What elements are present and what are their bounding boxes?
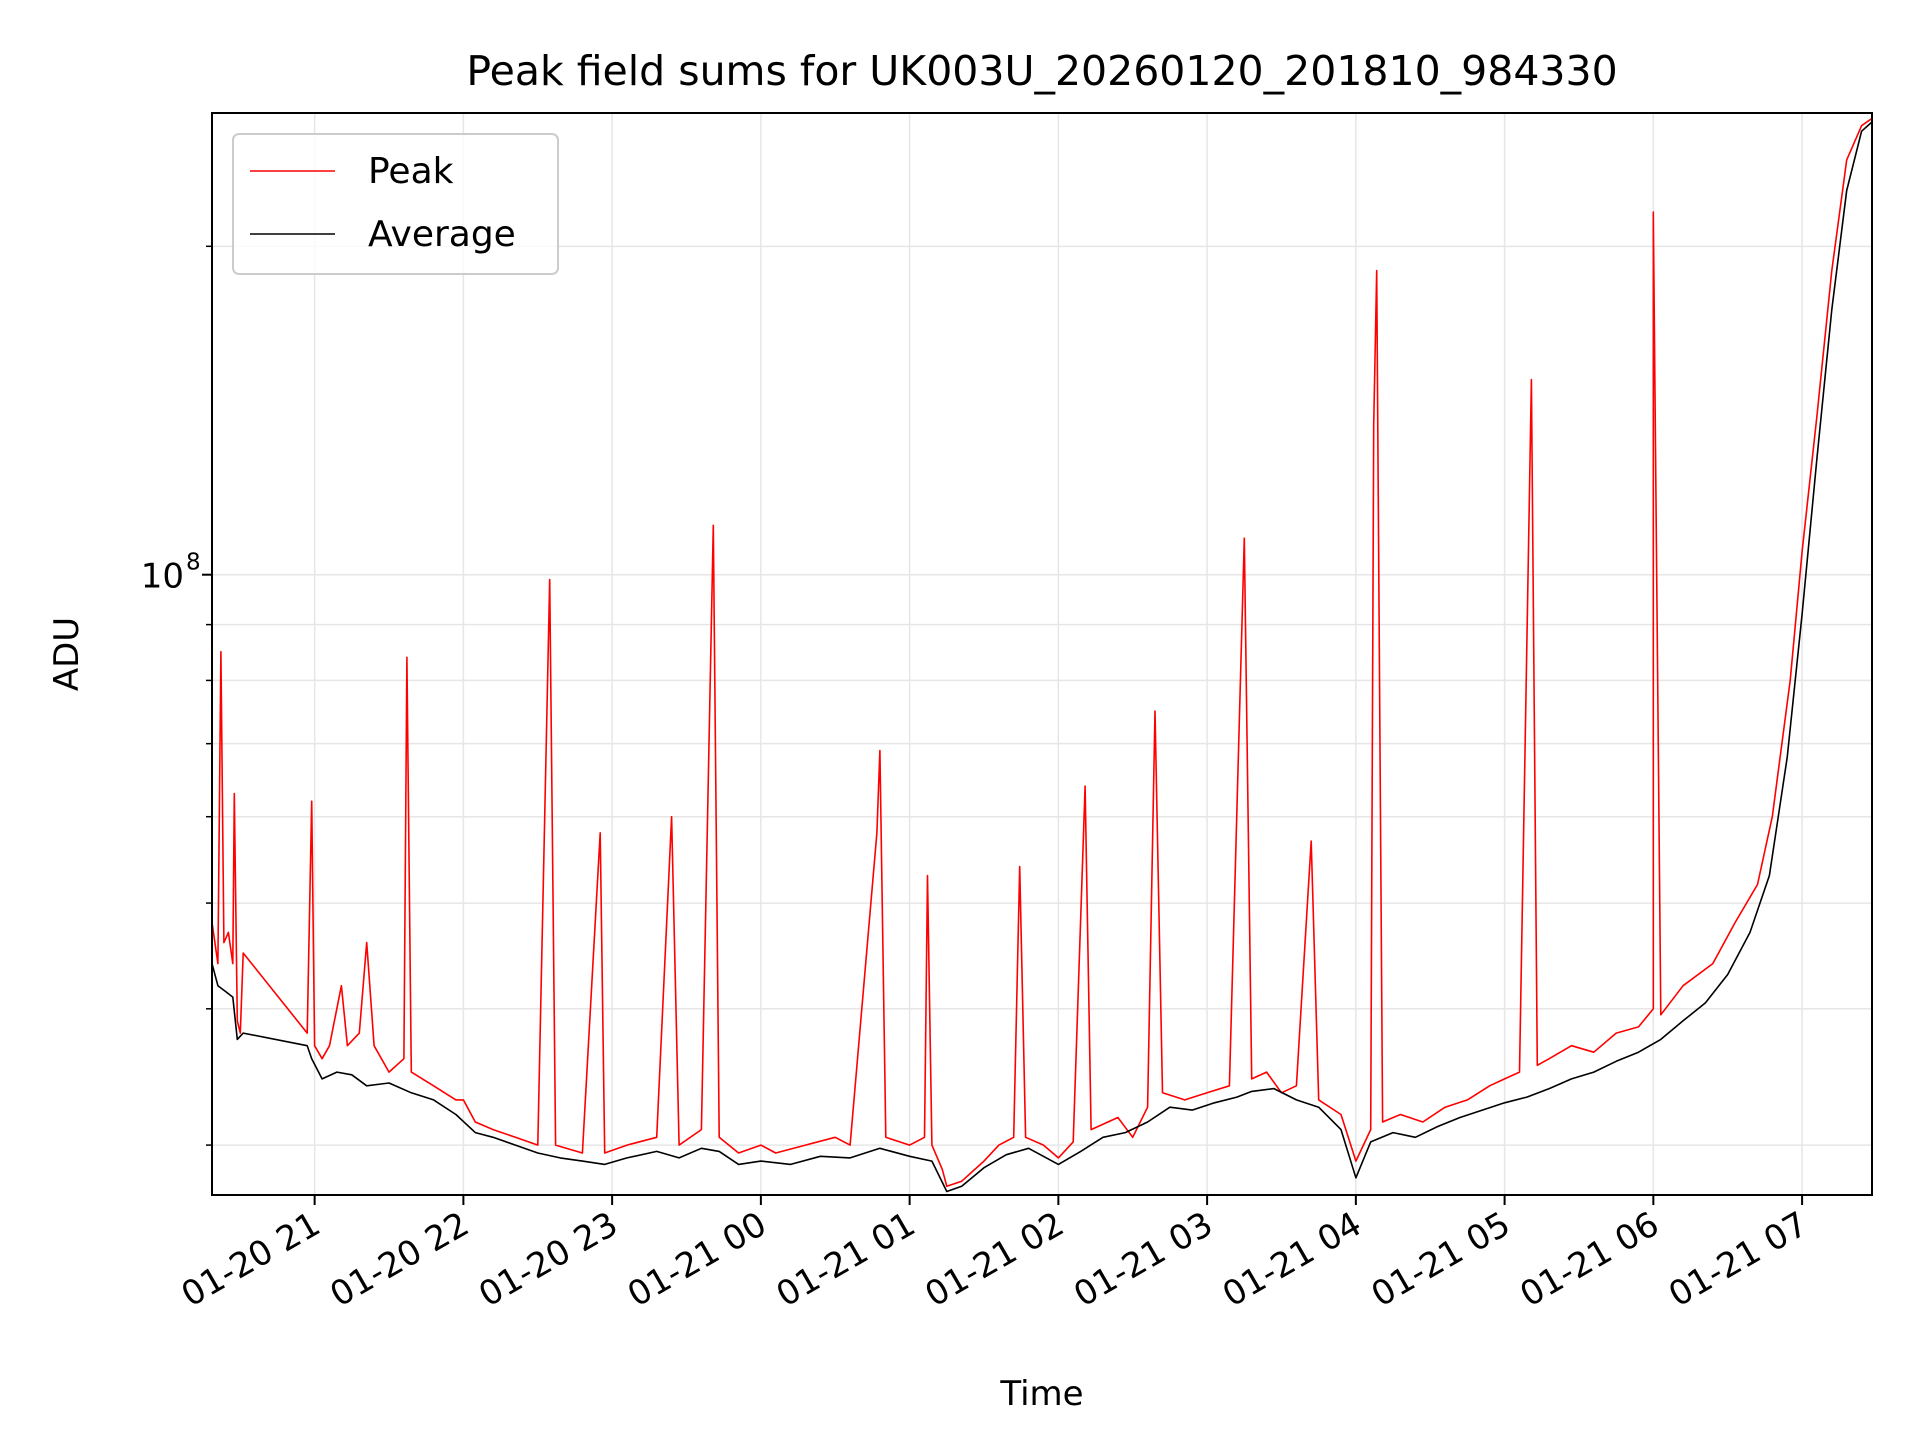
chart-title: Peak field sums for UK003U_20260120_2018… — [466, 47, 1617, 95]
plot-area — [212, 113, 1872, 1195]
series-peak-line — [211, 117, 1873, 1188]
y-axis-label: ADU — [47, 617, 87, 691]
legend-box — [232, 133, 559, 275]
series-layer — [211, 117, 1873, 1193]
y-axis: 10 8 — [141, 245, 212, 1146]
x-axis-label: Time — [999, 1374, 1083, 1414]
legend-average-label: Average — [368, 214, 516, 255]
legend: Peak Average — [232, 133, 559, 275]
series-average-line — [211, 121, 1873, 1193]
plot-frame — [211, 112, 1873, 1196]
y-tick-label-exponent: 8 — [186, 550, 201, 576]
legend-peak-label: Peak — [368, 151, 454, 192]
y-tick-label: 10 — [141, 557, 184, 597]
